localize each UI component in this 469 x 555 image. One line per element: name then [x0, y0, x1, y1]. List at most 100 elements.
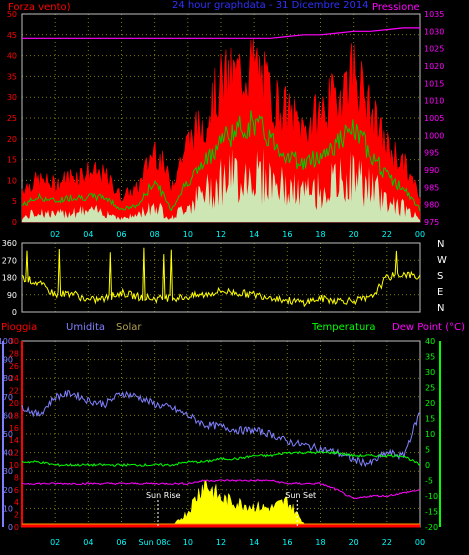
temperature-tick-label: -5 [425, 477, 433, 486]
temperature-tick-label: -20 [425, 523, 438, 532]
pressure-tick-label: 985 [424, 183, 439, 192]
rain-tick-label: 28 [9, 349, 19, 358]
wind-tick-label: 25 [7, 114, 17, 123]
compass-label: S [437, 271, 443, 282]
time-tick-label: 22 [382, 538, 392, 547]
pressure-tick-label: 1005 [424, 114, 444, 123]
temperature-tick-label: 10 [425, 430, 435, 439]
pressure-tick-label: 1030 [424, 27, 444, 36]
time-tick-label: 06 [116, 538, 126, 547]
rain-tick-label: 14 [9, 436, 19, 445]
rain-tick-label: 24 [9, 374, 19, 383]
wind-tick-label: 40 [7, 52, 17, 61]
humidity-tick-label: 60 [3, 411, 13, 420]
temperature-tick-label: 20 [425, 399, 435, 408]
pressure-tick-label: 975 [424, 218, 439, 227]
time-tick-label: 00 [415, 230, 425, 239]
rain-tick-label: 6 [14, 486, 19, 495]
wind-tick-label: 0 [12, 218, 17, 227]
wind-axis-title: Forza vento) [8, 2, 71, 13]
rain-axis-title: Pioggia [1, 322, 37, 333]
solar-axis-title: Solar [116, 322, 142, 333]
rain-tick-label: 8 [14, 473, 19, 482]
humidity-tick-label: 80 [3, 374, 13, 383]
direction-tick-label: 270 [2, 256, 17, 265]
compass-label: N [437, 303, 444, 314]
compass-label: E [437, 287, 443, 298]
humidity-tick-label: 70 [3, 393, 13, 402]
time-tick-label: 22 [382, 230, 392, 239]
pressure-tick-label: 980 [424, 201, 439, 210]
compass-label: N [437, 239, 444, 250]
temperature-tick-label: 15 [425, 415, 435, 424]
wind-pressure-panel: 0510152025303540455097598098599099510001… [7, 10, 445, 239]
wind-gust-series [21, 38, 421, 223]
time-tick-label: 02 [50, 230, 60, 239]
dew-point-axis-title: Dew Point (°C) [392, 322, 465, 333]
time-tick-label: 20 [349, 230, 359, 239]
direction-tick-label: 90 [7, 291, 17, 300]
wind-direction-series [21, 247, 421, 308]
rain-tick-label: 18 [9, 411, 19, 420]
rain-tick-label: 30 [9, 337, 19, 346]
direction-tick-label: 360 [2, 239, 17, 248]
humidity-tick-label: 90 [3, 356, 13, 365]
time-tick-label: 12 [216, 230, 226, 239]
rain-tick-label: 20 [9, 399, 19, 408]
humidity-tick-label: 100 [0, 337, 13, 346]
pressure-tick-label: 1035 [424, 10, 444, 19]
time-tick-label: 18 [315, 230, 325, 239]
chart-title: 24 hour graphdata - 31 Dicembre 2014 [172, 0, 369, 11]
p2-frame [21, 242, 421, 313]
pressure-tick-label: 990 [424, 166, 439, 175]
time-tick-label: 04 [83, 230, 93, 239]
rain-tick-label: 22 [9, 387, 19, 396]
time-tick-label: 20 [349, 538, 359, 547]
rain-tick-label: 4 [14, 498, 19, 507]
wind-low-series [22, 148, 420, 222]
wind-tick-label: 20 [7, 135, 17, 144]
temperature-tick-label: 5 [425, 446, 430, 455]
humidity-tick-label: 30 [3, 467, 13, 476]
temperature-tick-label: -10 [425, 492, 438, 501]
rain-tick-label: 0 [14, 523, 19, 532]
pressure-axis-title: Pressione [372, 2, 420, 13]
wind-avg-series [21, 110, 421, 212]
temperature-tick-label: 0 [425, 461, 430, 470]
humidity-axis-title: Umidita [66, 322, 105, 333]
time-tick-label: 02 [50, 538, 60, 547]
rain-tick-label: 10 [9, 461, 19, 470]
wind-tick-label: 30 [7, 93, 17, 102]
temperature-tick-label: 40 [425, 337, 435, 346]
time-tick-label: 16 [282, 538, 292, 547]
wind-tick-label: 10 [7, 176, 17, 185]
temperature-tick-label: 25 [425, 384, 435, 393]
temperature-series [21, 450, 421, 468]
time-tick-label: 04 [83, 538, 93, 547]
sunrise-label: Sun Rise [146, 491, 181, 500]
pressure-tick-label: 1025 [424, 45, 444, 54]
rain-tick-label: 2 [14, 511, 19, 520]
temperature-axis-title: Temperatura [311, 322, 376, 333]
humidity-tick-label: 40 [3, 449, 13, 458]
time-tick-label: 14 [249, 230, 259, 239]
compass-label: W [437, 255, 447, 266]
rain-tick-label: 16 [9, 424, 19, 433]
pressure-tick-label: 1020 [424, 62, 444, 71]
time-tick-label: 06 [116, 230, 126, 239]
rain-tick-label: 12 [9, 449, 19, 458]
pressure-series [22, 27, 420, 39]
dew-point-series [21, 479, 421, 500]
wind-tick-label: 35 [7, 72, 17, 81]
pressure-tick-label: 1000 [424, 131, 444, 140]
pressure-tick-label: 995 [424, 149, 439, 158]
time-tick-label: 00 [415, 538, 425, 547]
temperature-tick-label: 30 [425, 368, 435, 377]
wind-direction-panel: 0 90 180 270 360 [2, 239, 421, 317]
direction-tick-label: 0 [12, 308, 17, 317]
wind-tick-label: 15 [7, 156, 17, 165]
wind-tick-label: 5 [12, 197, 17, 206]
